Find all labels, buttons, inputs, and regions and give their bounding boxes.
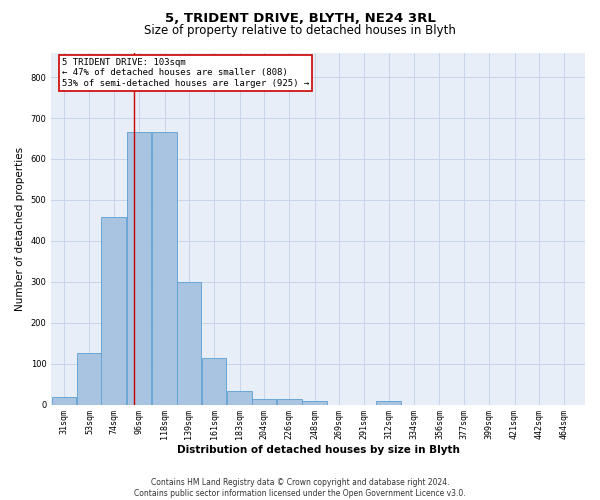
Bar xyxy=(227,392,252,404)
Text: 5 TRIDENT DRIVE: 103sqm
← 47% of detached houses are smaller (808)
53% of semi-d: 5 TRIDENT DRIVE: 103sqm ← 47% of detache… xyxy=(62,58,309,88)
Bar xyxy=(302,401,327,404)
Bar xyxy=(52,397,76,404)
Y-axis label: Number of detached properties: Number of detached properties xyxy=(15,146,25,310)
Bar xyxy=(127,132,151,404)
X-axis label: Distribution of detached houses by size in Blyth: Distribution of detached houses by size … xyxy=(177,445,460,455)
Bar xyxy=(176,282,201,405)
Text: Contains HM Land Registry data © Crown copyright and database right 2024.
Contai: Contains HM Land Registry data © Crown c… xyxy=(134,478,466,498)
Bar xyxy=(77,354,101,405)
Bar xyxy=(202,358,226,405)
Bar xyxy=(277,399,302,404)
Bar xyxy=(376,401,401,404)
Bar xyxy=(101,217,126,404)
Text: Size of property relative to detached houses in Blyth: Size of property relative to detached ho… xyxy=(144,24,456,37)
Bar xyxy=(251,399,276,404)
Bar xyxy=(152,132,177,404)
Text: 5, TRIDENT DRIVE, BLYTH, NE24 3RL: 5, TRIDENT DRIVE, BLYTH, NE24 3RL xyxy=(164,12,436,26)
